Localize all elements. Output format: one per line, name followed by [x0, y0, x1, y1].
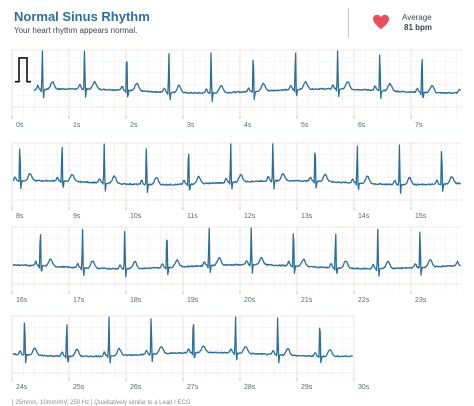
time-label: 16s	[16, 297, 28, 304]
ecg-trace	[12, 143, 462, 194]
time-label: 17s	[73, 297, 85, 304]
ecg-grid	[11, 49, 462, 116]
time-label: 27s	[187, 384, 199, 391]
ecg-grid	[11, 226, 462, 291]
time-label: 13s	[301, 213, 313, 220]
strip-background	[12, 50, 462, 116]
footnote: [ 25mm/s, 10mm/mV, 250 Hz ] Qualitativel…	[12, 400, 191, 406]
calibration-pulse	[15, 57, 31, 83]
time-label: 2s	[130, 122, 138, 129]
ecg-strip: 0s 1s 2s 3s 4s 5s 6s 7s	[11, 49, 462, 129]
header-divider	[348, 8, 349, 38]
ecg-trace	[33, 50, 462, 103]
time-label: 14s	[358, 213, 370, 220]
time-label: 3s	[187, 122, 195, 129]
time-label: 25s	[73, 384, 85, 391]
time-label: 19s	[187, 297, 199, 304]
time-label: 29s	[301, 384, 313, 391]
time-label: 8s	[16, 213, 24, 220]
time-label: 6s	[358, 122, 366, 129]
strip-background	[12, 143, 462, 207]
heart-icon	[373, 14, 389, 30]
time-label: 5s	[301, 122, 309, 129]
time-label: 12s	[244, 213, 256, 220]
page-title: Normal Sinus Rhythm	[14, 9, 150, 24]
time-label: 10s	[130, 213, 142, 220]
time-label: 21s	[301, 297, 313, 304]
ecg-grid	[11, 315, 355, 378]
strip-background	[12, 227, 462, 291]
time-label: 7s	[415, 122, 423, 129]
average-value: 81 bpm	[404, 23, 433, 32]
time-label: 30s	[358, 384, 370, 391]
time-label: 1s	[73, 122, 81, 129]
ecg-trace	[12, 316, 354, 364]
time-label: 23s	[415, 297, 427, 304]
ecg-strip: 8s 9s 10s 11s 12s 13s 14s 15s	[11, 142, 462, 220]
ecg-strip: 16s 17s 18s 19s 20s 21s 22s 23s	[11, 226, 462, 304]
header: Normal Sinus Rhythm Your heart rhythm ap…	[0, 0, 474, 44]
time-label: 15s	[415, 213, 427, 220]
time-label: 20s	[244, 297, 256, 304]
time-label: 26s	[130, 384, 142, 391]
time-label: 22s	[358, 297, 370, 304]
time-label: 18s	[130, 297, 142, 304]
time-label: 11s	[187, 213, 198, 220]
time-label: 28s	[244, 384, 256, 391]
ecg-strip: 24s 25s 26s 27s 28s 29s 30s	[11, 315, 370, 391]
time-label: 9s	[73, 213, 81, 220]
average-label: Average	[402, 13, 432, 22]
page-subtitle: Your heart rhythm appears normal.	[14, 26, 138, 35]
time-label: 24s	[16, 384, 28, 391]
time-label: 4s	[244, 122, 252, 129]
ecg-trace	[12, 227, 461, 278]
time-label: 0s	[16, 122, 24, 129]
